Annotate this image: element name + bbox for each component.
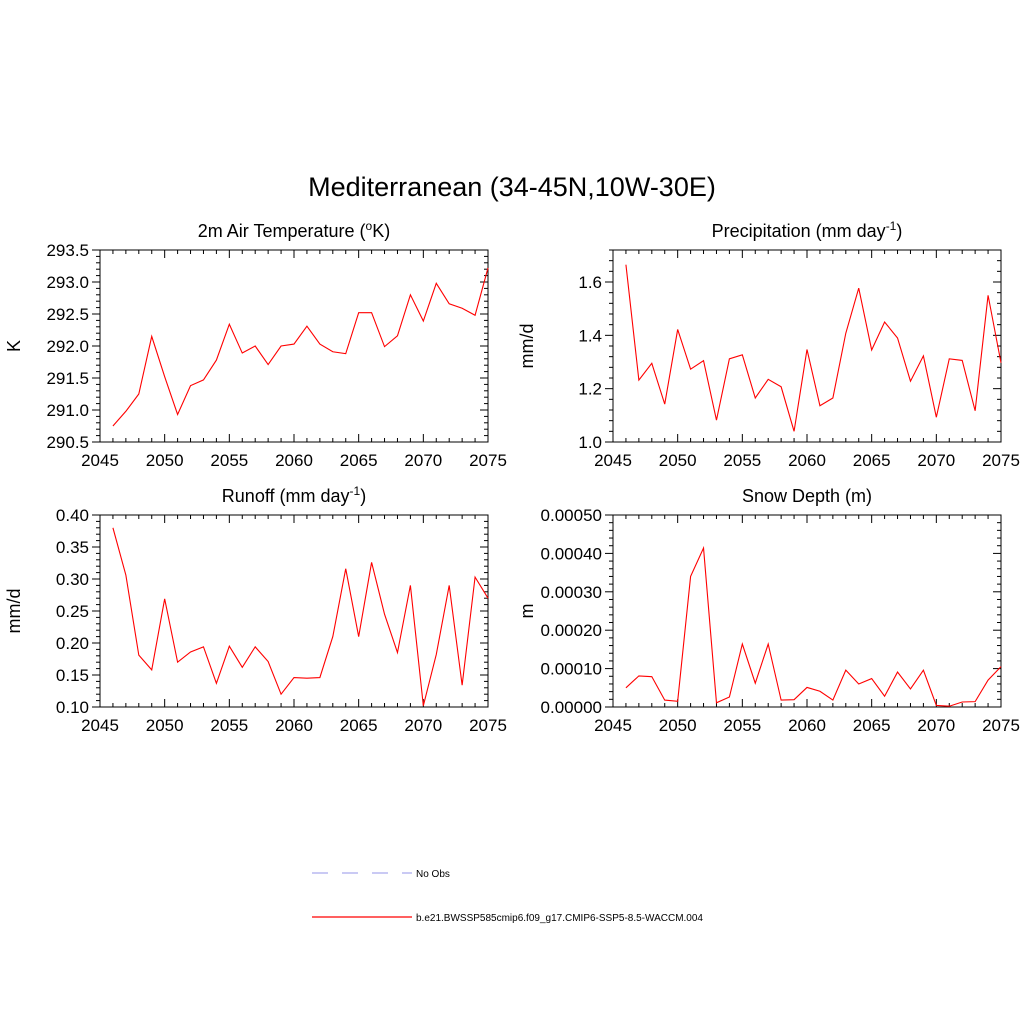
precipitation-ytick-label: 1.0 [578, 433, 602, 452]
snow-depth-ytick-label: 0.00030 [541, 583, 602, 602]
air-temperature-xtick-label: 2070 [404, 451, 442, 470]
figure-title: Mediterranean (34-45N,10W-30E) [308, 172, 716, 202]
panels: 2m Air Temperature (oK) K 2045 2050 2055 2060… [4, 219, 1020, 735]
runoff-series-line [112, 527, 489, 706]
snow-depth-xtick-label: 2075 [982, 716, 1020, 735]
runoff-ytick-label: 0.30 [56, 570, 89, 589]
snow-depth-xtick-label: 2045 [594, 716, 632, 735]
snow-depth-series-line [625, 545, 1002, 707]
runoff-ytick-label: 0.20 [56, 634, 89, 653]
air-temperature-title: 2m Air Temperature (oK) [198, 219, 390, 241]
air-temperature-ylabel: K [4, 340, 24, 352]
precipitation-xtick-label: 2070 [917, 451, 955, 470]
air-temperature-ytick-label: 291.0 [46, 401, 89, 420]
snow-depth-ytick-label: 0.00050 [541, 506, 602, 525]
air-temperature-ytick-label: 292.0 [46, 337, 89, 356]
runoff-xtick-label: 2065 [340, 716, 378, 735]
precipitation-ytick-label: 1.6 [578, 273, 602, 292]
precipitation-xtick-label: 2050 [659, 451, 697, 470]
air-temperature-xtick-label: 2060 [275, 451, 313, 470]
snow-depth-ylabel: m [517, 604, 537, 619]
snow-depth-xtick-label: 2070 [917, 716, 955, 735]
legend-label-no-obs: No Obs [416, 869, 450, 880]
snow-depth-xtick-label: 2065 [853, 716, 891, 735]
runoff-panel: Runoff (mm day-1) mm/d 2045 2050 2055 2060 206… [4, 484, 507, 735]
snow-depth-title: Snow Depth (m) [742, 486, 872, 506]
precipitation-panel: Precipitation (mm day-1) mm/d 2045 2050 2055… [517, 219, 1020, 470]
runoff-ytick-label: 0.35 [56, 538, 89, 557]
snow-depth-ytick-label: 0.00040 [541, 544, 602, 563]
snow-depth-panel: Snow Depth (m) m 2045 2050 2055 2060 2065 2070 2… [517, 486, 1020, 735]
runoff-ytick-label: 0.40 [56, 506, 89, 525]
legend-label-model: b.e21.BWSSP585cmip6.f09_g17.CMIP6-SSP5-8… [416, 913, 703, 924]
air-temperature-series-line [112, 267, 489, 427]
precipitation-ytick-label: 1.2 [578, 380, 602, 399]
air-temperature-xtick-label: 2065 [340, 451, 378, 470]
precipitation-ylabel: mm/d [517, 324, 537, 369]
snow-depth-ytick-label: 0.00020 [541, 621, 602, 640]
precipitation-frame [612, 249, 1002, 443]
precipitation-xtick-label: 2075 [982, 451, 1020, 470]
air-temperature-ytick-label: 291.5 [46, 369, 89, 388]
air-temperature-ytick-label: 290.5 [46, 433, 89, 452]
precipitation-series-line [625, 264, 1002, 432]
precipitation-xtick-label: 2060 [788, 451, 826, 470]
snow-depth-ytick-label: 0.00000 [541, 698, 602, 717]
runoff-ytick-label: 0.15 [56, 666, 89, 685]
runoff-ytick-label: 0.10 [56, 698, 89, 717]
snow-depth-xtick-label: 2060 [788, 716, 826, 735]
air-temperature-panel: 2m Air Temperature (oK) K 2045 2050 2055 2060… [4, 219, 507, 470]
runoff-ytick-label: 0.25 [56, 602, 89, 621]
runoff-title: Runoff (mm day-1) [222, 484, 366, 506]
precipitation-xtick-label: 2055 [723, 451, 761, 470]
snow-depth-frame [612, 514, 1002, 708]
runoff-xtick-label: 2075 [469, 716, 507, 735]
runoff-xtick-label: 2050 [146, 716, 184, 735]
snow-depth-xtick-label: 2050 [659, 716, 697, 735]
snow-depth-ytick-label: 0.00010 [541, 660, 602, 679]
precipitation-ytick-label: 1.4 [578, 326, 602, 345]
air-temperature-xtick-label: 2055 [210, 451, 248, 470]
air-temperature-ytick-label: 293.5 [46, 241, 89, 260]
runoff-xtick-label: 2045 [81, 716, 119, 735]
runoff-xtick-label: 2060 [275, 716, 313, 735]
air-temperature-ytick-label: 293.0 [46, 273, 89, 292]
air-temperature-xtick-label: 2075 [469, 451, 507, 470]
air-temperature-xtick-label: 2045 [81, 451, 119, 470]
precipitation-xtick-label: 2045 [594, 451, 632, 470]
air-temperature-frame [99, 249, 489, 443]
air-temperature-ytick-label: 292.5 [46, 305, 89, 324]
runoff-xtick-label: 2070 [404, 716, 442, 735]
snow-depth-xtick-label: 2055 [723, 716, 761, 735]
legend: No Obs b.e21.BWSSP585cmip6.f09_g17.CMIP6-… [312, 869, 703, 924]
runoff-ylabel: mm/d [4, 589, 24, 634]
precipitation-xtick-label: 2065 [853, 451, 891, 470]
precipitation-title: Precipitation (mm day-1) [712, 219, 903, 241]
runoff-xtick-label: 2055 [210, 716, 248, 735]
air-temperature-xtick-label: 2050 [146, 451, 184, 470]
